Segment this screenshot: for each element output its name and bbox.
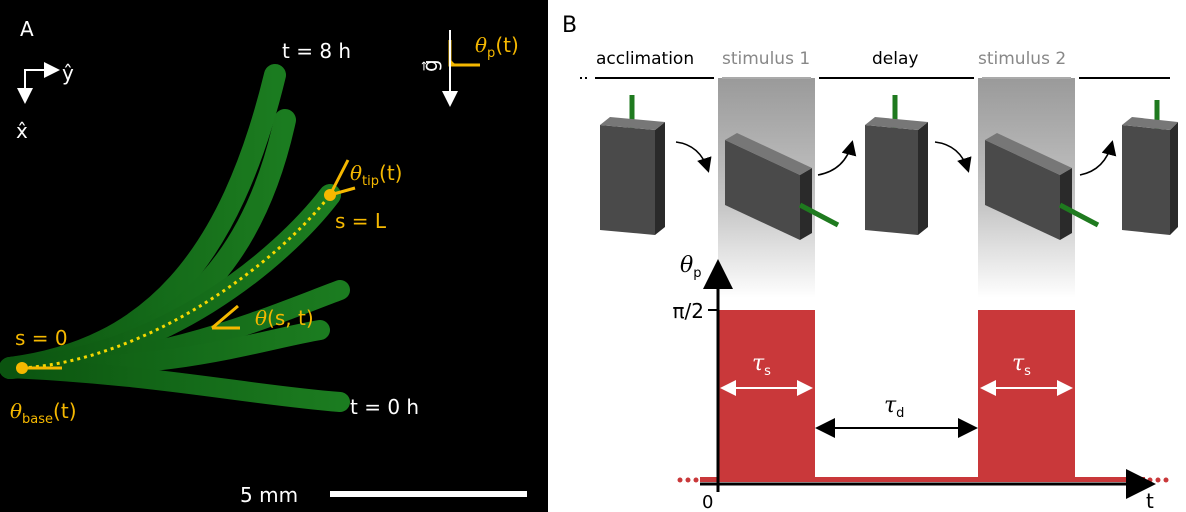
argument: (t) (53, 399, 76, 423)
phase-label: acclimation (596, 49, 694, 69)
subscript: base (22, 412, 53, 427)
symbol: θ (10, 399, 22, 423)
time-label: t = 8 h (282, 39, 351, 63)
boxes (600, 95, 1178, 240)
delay-label: τd (884, 393, 904, 421)
symbol: θ (475, 33, 487, 57)
panel-label: B (562, 13, 577, 38)
stimulus-signal (678, 310, 1169, 483)
argument: (t) (495, 33, 518, 57)
scale-label: 5 mm (240, 483, 298, 507)
x-axis-label: t (1146, 489, 1154, 512)
axis-label: ŷ (62, 61, 74, 85)
subscript: tip (362, 174, 379, 189)
argument: (s, t) (267, 306, 314, 330)
origin-label: 0 (702, 492, 713, 512)
phase-label: stimulus 1 (722, 49, 810, 69)
phase-label: delay (872, 49, 918, 69)
y-tick-label: π/2 (672, 299, 704, 323)
panel-label: A (20, 17, 34, 41)
figure: A ŷ x̂ t = 8 h t = 0 h g⃗ θp(t) θtip(t) … (0, 0, 1186, 512)
y-axis-label: θp (680, 253, 702, 281)
symbol: θ (680, 253, 693, 278)
argument: (t) (379, 161, 402, 185)
subscript: p (487, 46, 495, 61)
position-label: s = 0 (15, 326, 68, 350)
base-point (16, 362, 28, 374)
time-label: t = 0 h (350, 395, 419, 419)
angle-label: θp(t) (475, 33, 519, 61)
angle-label: θ(s, t) (255, 306, 314, 330)
axis-label: x̂ (16, 119, 28, 143)
symbol: τ (884, 393, 897, 418)
symbol: θ (350, 161, 362, 185)
subscript: d (896, 406, 904, 421)
subscript: p (693, 266, 701, 281)
subscript: s (1024, 364, 1031, 379)
phase-label: stimulus 2 (978, 49, 1066, 69)
subscript: s (764, 364, 771, 379)
gravity-label: g⃗ (418, 59, 442, 72)
position-label: s = L (335, 209, 387, 233)
symbol: τ (1012, 351, 1025, 376)
symbol: τ (752, 351, 765, 376)
symbol: θ (255, 306, 267, 330)
